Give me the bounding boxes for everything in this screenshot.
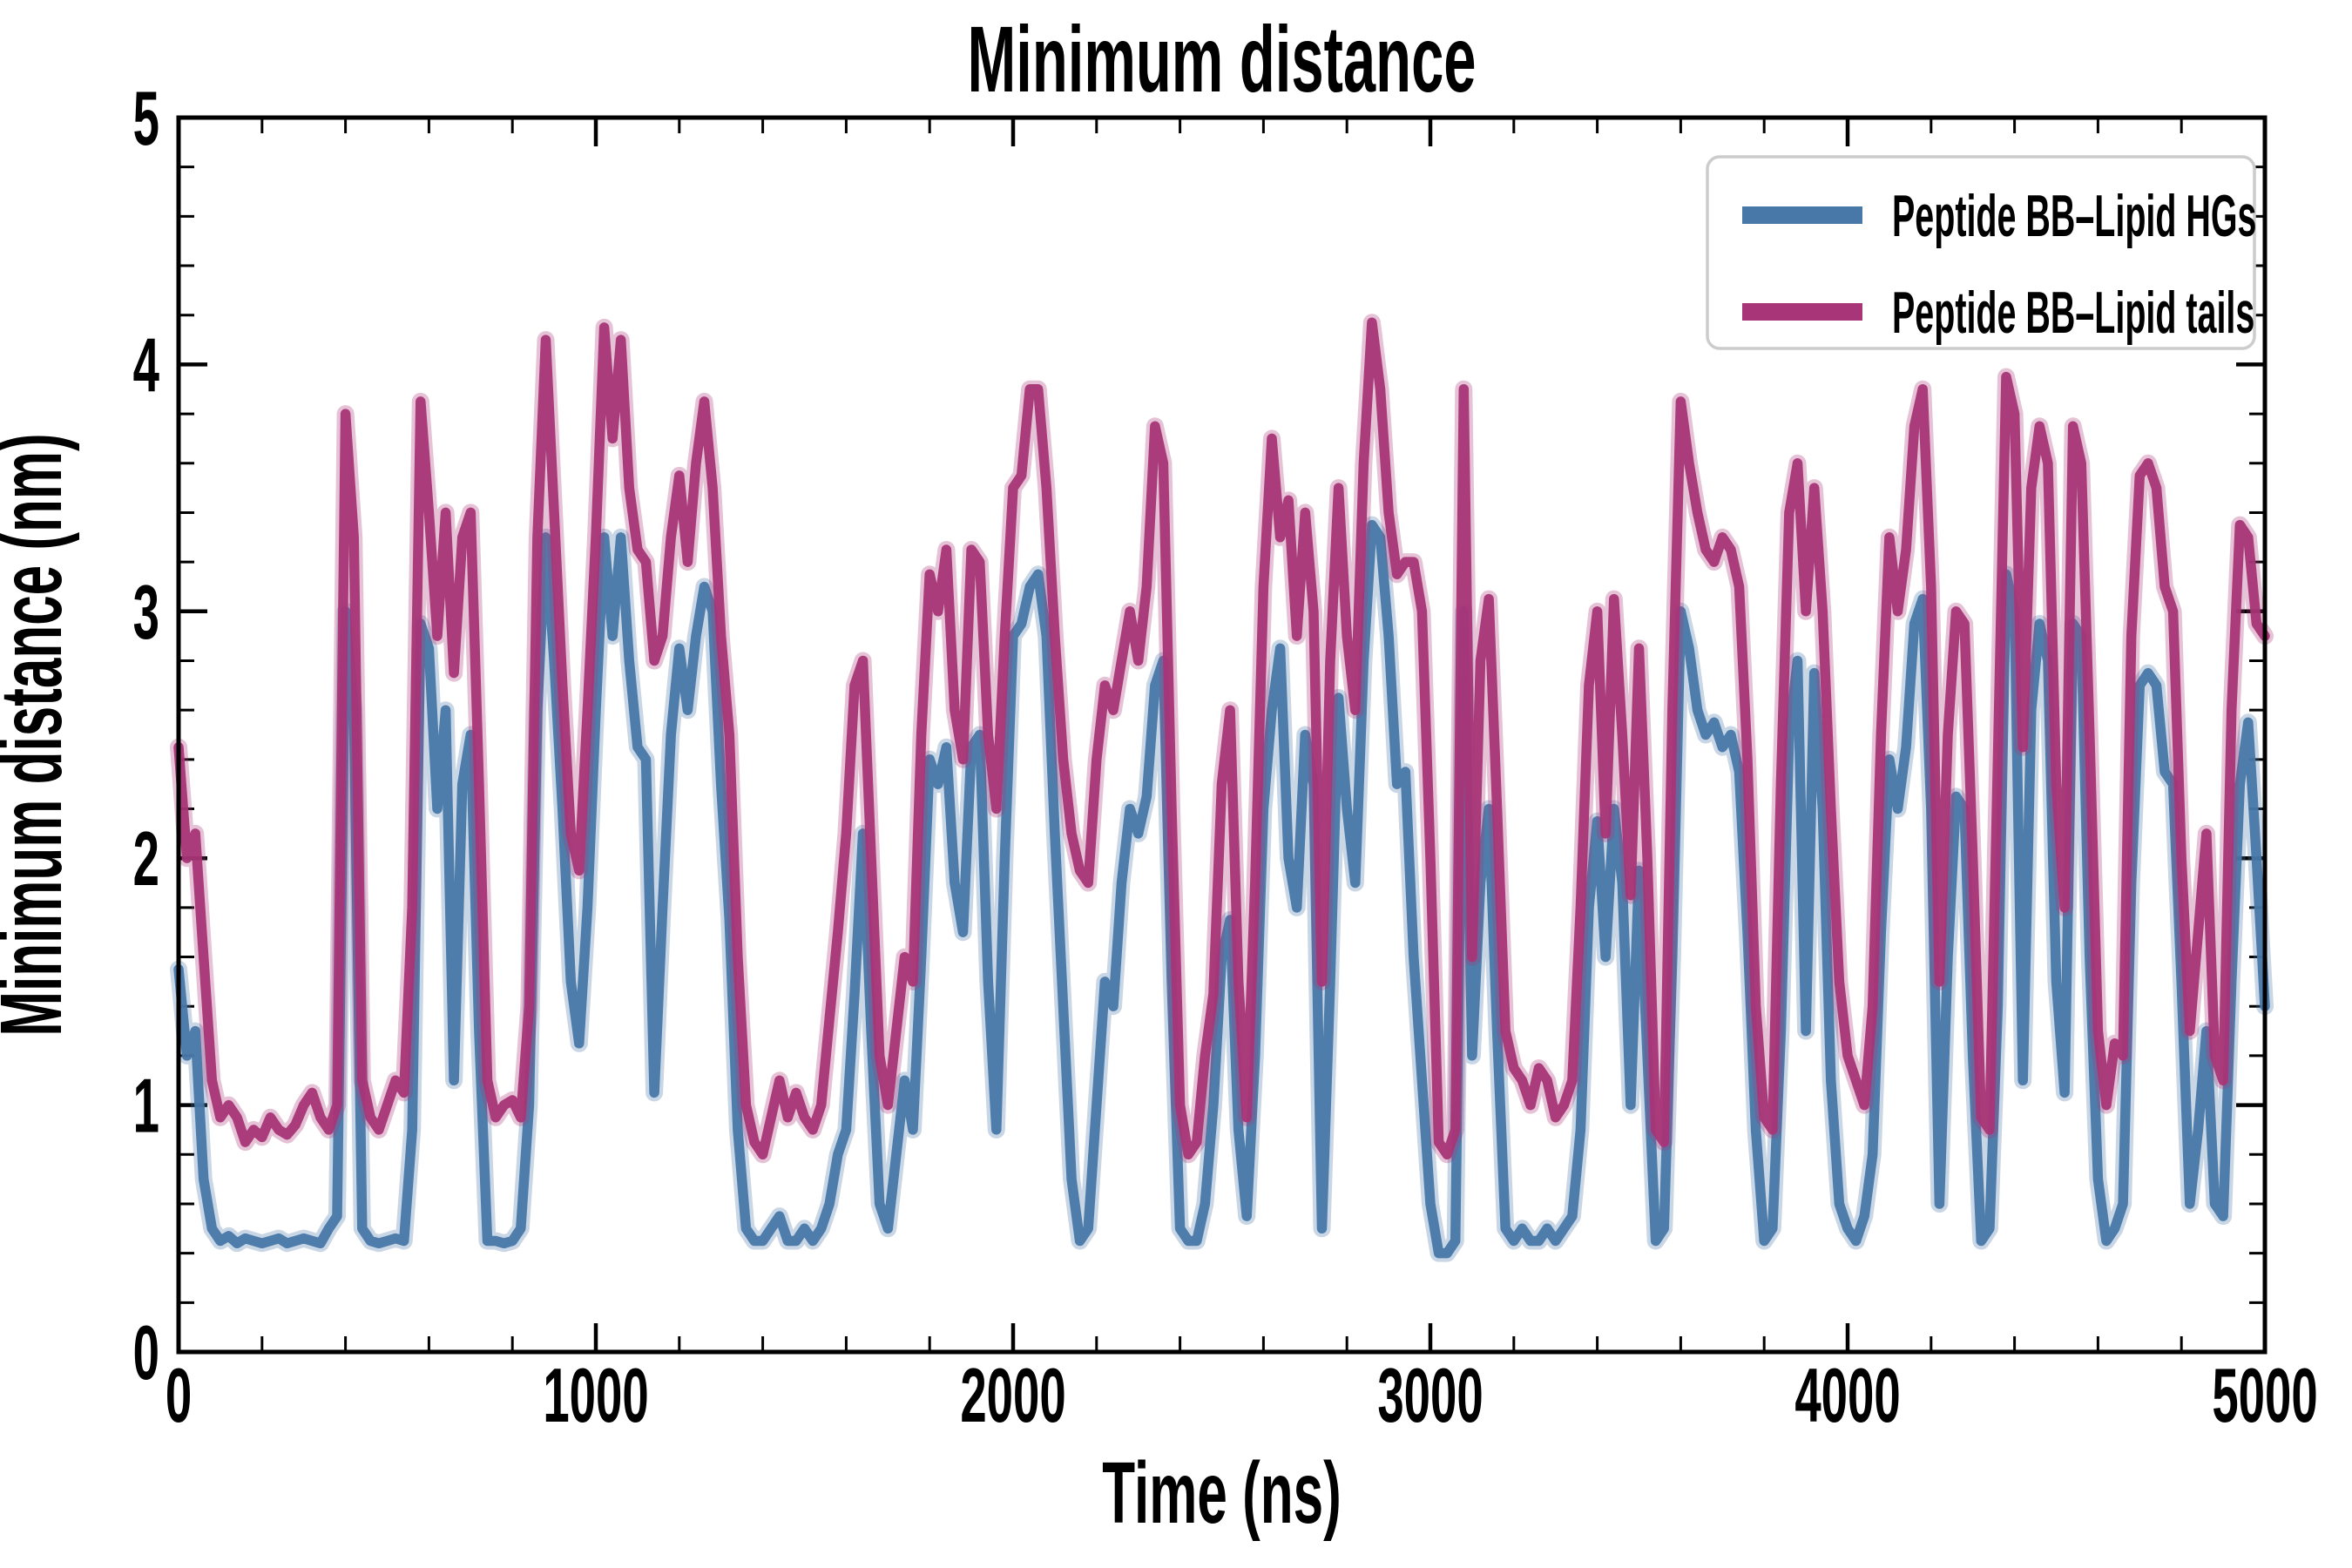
x-tick-label-text: 2000 xyxy=(960,1353,1065,1439)
legend-box xyxy=(1706,155,2256,350)
x-tick-label: 3000 xyxy=(1377,1353,1483,1439)
x-tick-label-text: 4000 xyxy=(1794,1353,1900,1439)
y-tick-label-text: 1 xyxy=(133,1063,159,1149)
x-tick-label: 5000 xyxy=(2212,1353,2317,1439)
plot-border xyxy=(176,115,2268,1355)
y-axis-label: Minimum distance (nm) xyxy=(0,433,80,1036)
x-tick-label: 0 xyxy=(166,1353,192,1439)
x-tick-label-text: 0 xyxy=(166,1353,192,1439)
series-peptide-bb-lipid-tails-line xyxy=(173,317,2270,1160)
chart-title: Minimum distance xyxy=(967,8,1476,112)
x-tick-label: 2000 xyxy=(960,1353,1065,1439)
y-tick-label: 1 xyxy=(133,1063,159,1149)
y-tick-label: 0 xyxy=(133,1310,159,1396)
x-tick-label-text: 5000 xyxy=(2212,1353,2317,1439)
x-axis-label: Time (ns) xyxy=(1102,1444,1341,1542)
y-tick-label-text: 3 xyxy=(133,569,159,655)
x-tick-label: 4000 xyxy=(1794,1353,1900,1439)
y-tick-label: 2 xyxy=(133,816,159,902)
series-peptide-bb-lipid-hgs-line xyxy=(173,519,2270,1259)
legend: Peptide BB–Lipid HGs Peptide BB–Lipid tai… xyxy=(1706,155,2256,350)
x-tick-label-text: 3000 xyxy=(1377,1353,1483,1439)
legend-label-text: Peptide BB–Lipid tails xyxy=(1892,280,2254,346)
y-tick-label: 5 xyxy=(133,76,159,162)
chart-title-text: Minimum distance xyxy=(967,8,1476,112)
y-tick-label: 3 xyxy=(133,569,159,655)
y-tick-label-text: 4 xyxy=(133,322,160,409)
x-tick-label: 1000 xyxy=(543,1353,648,1439)
legend-label: Peptide BB–Lipid tails xyxy=(1892,280,2254,346)
legend-label-text: Peptide BB–Lipid HGs xyxy=(1892,183,2256,249)
y-axis-label-text: Minimum distance (nm) xyxy=(0,433,80,1036)
y-tick-label-text: 2 xyxy=(133,816,159,902)
legend-label: Peptide BB–Lipid HGs xyxy=(1892,183,2256,249)
y-tick-label-text: 5 xyxy=(133,76,159,162)
x-axis-label-text: Time (ns) xyxy=(1102,1444,1341,1542)
y-tick-label: 4 xyxy=(133,322,160,409)
y-tick-label-text: 0 xyxy=(133,1310,159,1396)
legend-entry: Peptide BB–Lipid tails xyxy=(1742,280,2254,346)
legend-entry: Peptide BB–Lipid HGs xyxy=(1742,183,2256,249)
x-tick-label-text: 1000 xyxy=(543,1353,648,1439)
